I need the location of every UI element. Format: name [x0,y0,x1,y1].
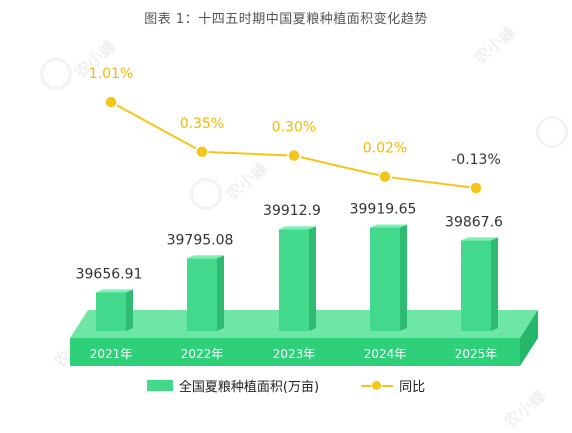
bar-value-label: 39795.08 [167,232,234,248]
bar-value-label: 39656.91 [76,266,143,282]
bar-side [400,224,407,331]
bar-side [309,226,316,331]
line-value-label: 0.35% [180,116,224,132]
bar-top [279,226,316,230]
legend-bar-label: 全国夏粮种植面积(万亩) [178,380,320,395]
bar-side [217,255,224,331]
bar-side [491,237,498,331]
bar-value-label: 39867.6 [445,214,503,230]
legend-item-line[interactable]: 同比 [361,376,425,395]
bar-top [96,289,133,293]
platform-side [520,310,538,366]
bar [461,240,491,331]
line-value-label: 1.01% [89,66,133,82]
line-value-label: -0.13% [451,152,501,168]
bar [279,229,309,331]
line-point [287,148,301,163]
x-tick-label: 2025年 [455,347,498,361]
bar [187,258,217,331]
bar-top [187,255,224,259]
chart-title: 图表 1：十四五时期中国夏粮种植面积变化趋势 [144,12,428,27]
line-point [378,169,392,184]
line-point [195,145,209,159]
legend-item-bar[interactable]: 全国夏粮种植面积(万亩) [146,376,320,395]
x-tick-label: 2021年 [90,347,133,361]
line-point [469,181,483,195]
line-value-label: 0.02% [363,141,407,157]
x-tick-label: 2023年 [273,347,316,361]
line-series [110,101,477,189]
legend: 全国夏粮种植面积(万亩) 同比 [0,376,572,395]
bar-value-label: 39912.9 [263,203,321,219]
bar-top [370,224,407,228]
bar-top [461,237,498,241]
line-point [104,95,118,109]
legend-bar-swatch [146,380,173,391]
x-tick-label: 2022年 [181,347,224,361]
bar [96,292,126,331]
platform-front [70,338,520,366]
bar-side [126,289,133,331]
bar [370,227,400,331]
line-value-label: 0.30% [272,120,316,136]
x-tick-label: 2024年 [364,347,407,361]
legend-line-label: 同比 [399,380,426,395]
legend-line-swatch [361,379,394,392]
bar-value-label: 39919.65 [350,202,417,218]
